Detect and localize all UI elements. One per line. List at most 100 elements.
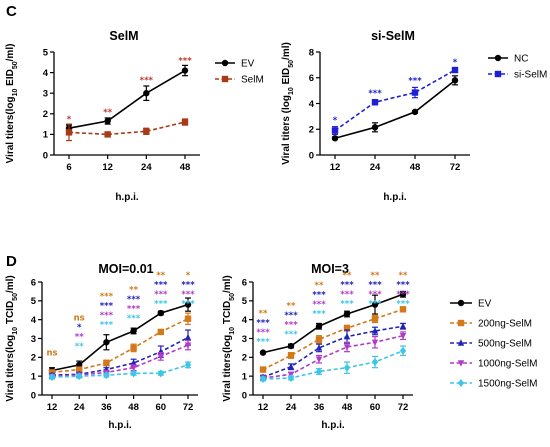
series-line bbox=[262, 334, 404, 379]
x-tick-label: 24 bbox=[286, 402, 297, 413]
y-tick-label: 0 bbox=[43, 150, 48, 161]
data-point bbox=[103, 339, 110, 346]
x-tick-label: 36 bbox=[314, 402, 325, 413]
x-tick-label: 12 bbox=[330, 162, 341, 173]
data-point bbox=[411, 89, 419, 96]
series-line bbox=[68, 121, 186, 136]
data-point bbox=[331, 127, 339, 134]
significance-label: ** bbox=[75, 342, 84, 352]
data-point bbox=[411, 108, 419, 116]
x-tick-label: 12 bbox=[102, 162, 113, 173]
significance-label: * bbox=[453, 58, 458, 68]
data-point bbox=[315, 323, 323, 330]
significance-label: *** bbox=[368, 290, 382, 300]
data-point bbox=[399, 291, 407, 298]
legend-label: EV bbox=[241, 59, 255, 70]
legend-marker bbox=[457, 379, 465, 387]
y-tick-label: 4 bbox=[43, 68, 49, 79]
data-point bbox=[399, 346, 407, 355]
data-point bbox=[331, 135, 339, 142]
legend-marker bbox=[457, 299, 465, 307]
chart-title: SelM bbox=[109, 29, 138, 43]
y-axis-label: Viral titers (log10 EID50/ml) bbox=[281, 42, 295, 165]
legend-label: si-SelM bbox=[514, 70, 547, 81]
y-tick-label: 3 bbox=[242, 334, 247, 345]
data-point bbox=[104, 131, 111, 138]
series-ev bbox=[65, 64, 189, 132]
significance-label: *** bbox=[408, 77, 422, 87]
significance-label: *** bbox=[368, 89, 382, 99]
significance-label: *** bbox=[256, 338, 270, 348]
significance-label: *** bbox=[396, 300, 410, 310]
x-tick-label: 48 bbox=[180, 162, 191, 173]
data-point bbox=[259, 349, 267, 356]
significance-label: *** bbox=[100, 311, 114, 321]
significance-label: *** bbox=[256, 319, 270, 329]
significance-label: ** bbox=[343, 271, 352, 281]
y-tick-label: 6 bbox=[31, 277, 36, 288]
data-point bbox=[76, 366, 83, 373]
y-axis-label: Viral titers(log10 TCID50/ml) bbox=[222, 275, 236, 402]
data-point bbox=[371, 124, 379, 131]
data-point bbox=[76, 372, 83, 381]
series-line bbox=[334, 79, 456, 140]
significance-label: *** bbox=[284, 311, 298, 321]
chart-title: MOI=0.01 bbox=[98, 262, 153, 276]
series-ev bbox=[48, 297, 192, 374]
y-tick-label: 0 bbox=[31, 390, 36, 401]
y-tick-label: 1 bbox=[43, 130, 49, 141]
significance-label: ** bbox=[156, 271, 165, 281]
y-tick-label: 0 bbox=[309, 150, 314, 161]
data-point bbox=[287, 363, 295, 370]
significance-label: *** bbox=[181, 290, 195, 300]
y-tick-label: 6 bbox=[309, 73, 314, 84]
significance-label: *** bbox=[368, 281, 382, 291]
data-point bbox=[371, 99, 379, 106]
data-point bbox=[287, 352, 295, 359]
legend-label: 1000ng-SelM bbox=[478, 359, 537, 370]
legend: EV SelM bbox=[215, 59, 264, 86]
data-point bbox=[157, 369, 164, 378]
y-tick-label: 5 bbox=[43, 47, 49, 58]
significance-label: *** bbox=[127, 305, 141, 315]
significance-label: ** bbox=[103, 108, 112, 118]
data-point bbox=[287, 342, 295, 350]
y-tick-label: 2 bbox=[242, 353, 247, 364]
data-point bbox=[343, 363, 351, 372]
significance-label: * bbox=[77, 323, 82, 333]
significance-label: ns bbox=[74, 314, 85, 324]
series-line bbox=[51, 318, 189, 374]
y-axis-label: Viral titers(log10 EID50/ml) bbox=[5, 44, 19, 164]
x-tick-label: 12 bbox=[258, 402, 269, 413]
x-tick-label: 60 bbox=[156, 402, 167, 413]
significance-label: *** bbox=[154, 290, 168, 300]
series-500ng-selm bbox=[259, 322, 407, 380]
y-tick-label: 1 bbox=[31, 371, 37, 382]
legend-label: EV bbox=[478, 299, 492, 310]
series-line bbox=[68, 69, 186, 130]
significance-label: *** bbox=[312, 290, 326, 300]
series-selm bbox=[65, 118, 189, 142]
legend-label: NC bbox=[514, 54, 528, 65]
data-point bbox=[181, 118, 189, 126]
legend-marker bbox=[457, 319, 465, 327]
y-tick-label: 2 bbox=[43, 109, 48, 120]
data-point bbox=[65, 129, 73, 136]
significance-label: *** bbox=[340, 281, 354, 291]
significance-label: *** bbox=[396, 281, 410, 291]
data-point bbox=[287, 374, 295, 383]
data-point bbox=[130, 369, 137, 378]
x-tick-label: 12 bbox=[47, 402, 58, 413]
significance-label: *** bbox=[368, 300, 382, 310]
y-tick-label: 4 bbox=[242, 315, 248, 326]
y-tick-label: 3 bbox=[43, 89, 48, 100]
data-point bbox=[184, 342, 192, 349]
data-point bbox=[343, 310, 351, 318]
data-point bbox=[371, 339, 379, 346]
data-point bbox=[371, 358, 379, 367]
y-tick-label: 2 bbox=[31, 353, 36, 364]
data-point bbox=[184, 315, 192, 322]
series-line bbox=[262, 349, 404, 380]
x-tick-label: 36 bbox=[101, 402, 112, 413]
